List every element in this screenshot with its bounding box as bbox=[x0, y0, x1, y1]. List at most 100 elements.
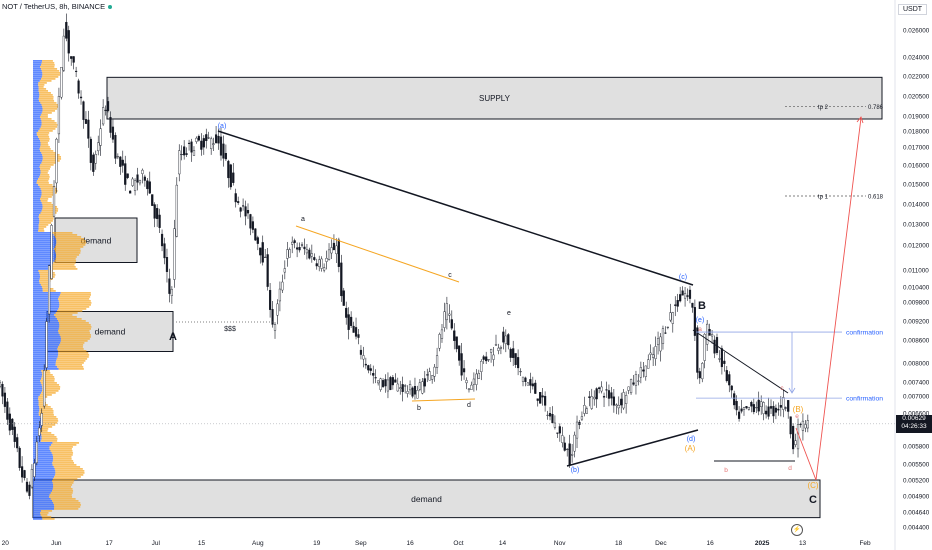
volume-bar-blue bbox=[33, 76, 42, 78]
candle bbox=[345, 301, 348, 325]
volume-bar-blue bbox=[33, 434, 42, 436]
candle bbox=[740, 399, 743, 414]
volume-bar-orange bbox=[39, 222, 52, 224]
candle bbox=[214, 125, 218, 144]
tradingview-logo-icon[interactable]: ⚡ bbox=[791, 524, 803, 536]
volume-bar-orange bbox=[39, 410, 54, 412]
candle bbox=[499, 345, 503, 355]
candle bbox=[548, 407, 552, 421]
candle bbox=[62, 28, 65, 73]
candle-body bbox=[502, 331, 505, 343]
volume-bar-orange bbox=[59, 324, 91, 326]
candle-body bbox=[524, 377, 527, 382]
wave-label-major: A bbox=[169, 331, 177, 343]
candle bbox=[381, 378, 385, 388]
candle bbox=[374, 369, 377, 384]
candle-body bbox=[239, 207, 242, 212]
candle-body bbox=[514, 353, 517, 365]
candle bbox=[445, 296, 448, 330]
candle bbox=[418, 379, 421, 392]
volume-bar-orange bbox=[53, 456, 72, 458]
volume-bar-orange bbox=[41, 426, 53, 428]
volume-bar-orange bbox=[42, 422, 58, 424]
candle-body bbox=[394, 379, 397, 383]
candle bbox=[195, 136, 198, 144]
candle bbox=[622, 388, 625, 410]
fib-level-label: tp 1 bbox=[818, 194, 829, 200]
candle-body bbox=[767, 406, 770, 417]
volume-bar-orange bbox=[40, 150, 54, 152]
candle bbox=[764, 405, 768, 419]
candle bbox=[489, 348, 493, 363]
volume-bar-orange bbox=[56, 254, 80, 256]
volume-bar-orange bbox=[54, 476, 81, 478]
candle-body bbox=[300, 244, 304, 246]
volume-bar-orange bbox=[36, 182, 49, 184]
candle-body bbox=[644, 365, 647, 377]
volume-bar-blue bbox=[33, 480, 53, 482]
volume-bar-orange bbox=[41, 70, 60, 72]
volume-bar-orange bbox=[40, 118, 52, 120]
candle-body bbox=[131, 178, 134, 186]
candle-body bbox=[792, 425, 795, 450]
candle-body bbox=[546, 414, 549, 416]
candle bbox=[23, 469, 26, 481]
volume-bar-blue bbox=[33, 146, 41, 148]
volume-bar-orange bbox=[52, 454, 73, 456]
candle-body bbox=[335, 245, 338, 255]
candle-body bbox=[229, 164, 232, 188]
candle-body bbox=[372, 373, 375, 376]
candle-body bbox=[553, 422, 557, 428]
candle-body bbox=[168, 278, 171, 294]
volume-bar-orange bbox=[40, 140, 50, 142]
candle-body bbox=[8, 413, 11, 431]
y-tick-label: 0.004400 bbox=[903, 525, 930, 532]
wave-label: (d) bbox=[687, 436, 696, 443]
candle-body bbox=[725, 370, 728, 382]
candle-body bbox=[219, 136, 223, 156]
candle bbox=[357, 328, 360, 345]
candle bbox=[143, 174, 146, 187]
candle bbox=[708, 323, 711, 336]
candle bbox=[28, 481, 31, 500]
candle-body bbox=[752, 404, 755, 413]
volume-bar-blue bbox=[33, 132, 37, 134]
volume-bar-blue bbox=[33, 362, 56, 364]
volume-bar-blue bbox=[33, 444, 52, 446]
candle bbox=[453, 323, 456, 350]
candle-body bbox=[332, 242, 336, 251]
volume-bar-orange bbox=[53, 248, 81, 250]
candle bbox=[634, 370, 638, 395]
volume-bar-blue bbox=[33, 308, 59, 310]
wave-label: a bbox=[698, 326, 702, 333]
candle-body bbox=[460, 353, 463, 376]
candle bbox=[121, 150, 124, 173]
candle bbox=[713, 335, 716, 359]
wave-label: c bbox=[780, 385, 784, 392]
candle-body bbox=[109, 117, 112, 133]
candle-body bbox=[320, 258, 323, 269]
volume-bar-orange bbox=[59, 306, 90, 308]
candle-body bbox=[3, 392, 7, 407]
currency-label[interactable]: USDT bbox=[898, 4, 928, 15]
candle bbox=[772, 401, 775, 423]
candle-body bbox=[531, 383, 534, 387]
volume-bar-blue bbox=[33, 498, 51, 500]
candle-body bbox=[87, 119, 90, 139]
y-tick-label: 0.005800 bbox=[903, 444, 930, 451]
candle-body bbox=[352, 325, 355, 333]
volume-bar-blue bbox=[33, 266, 52, 268]
symbol-header[interactable]: NOT / TetherUS, 8h, BINANCE bbox=[2, 2, 113, 11]
volume-bar-orange bbox=[38, 90, 49, 92]
candle-body bbox=[598, 387, 601, 389]
volume-bar-blue bbox=[33, 462, 53, 464]
volume-bar-blue bbox=[33, 230, 39, 232]
candle-body bbox=[551, 414, 554, 424]
candle bbox=[632, 374, 635, 386]
volume-bar-orange bbox=[38, 82, 47, 84]
x-tick-label: Oct bbox=[453, 540, 463, 547]
volume-bar-orange bbox=[42, 74, 60, 76]
candle-body bbox=[210, 138, 213, 149]
volume-bar-blue bbox=[33, 178, 39, 180]
